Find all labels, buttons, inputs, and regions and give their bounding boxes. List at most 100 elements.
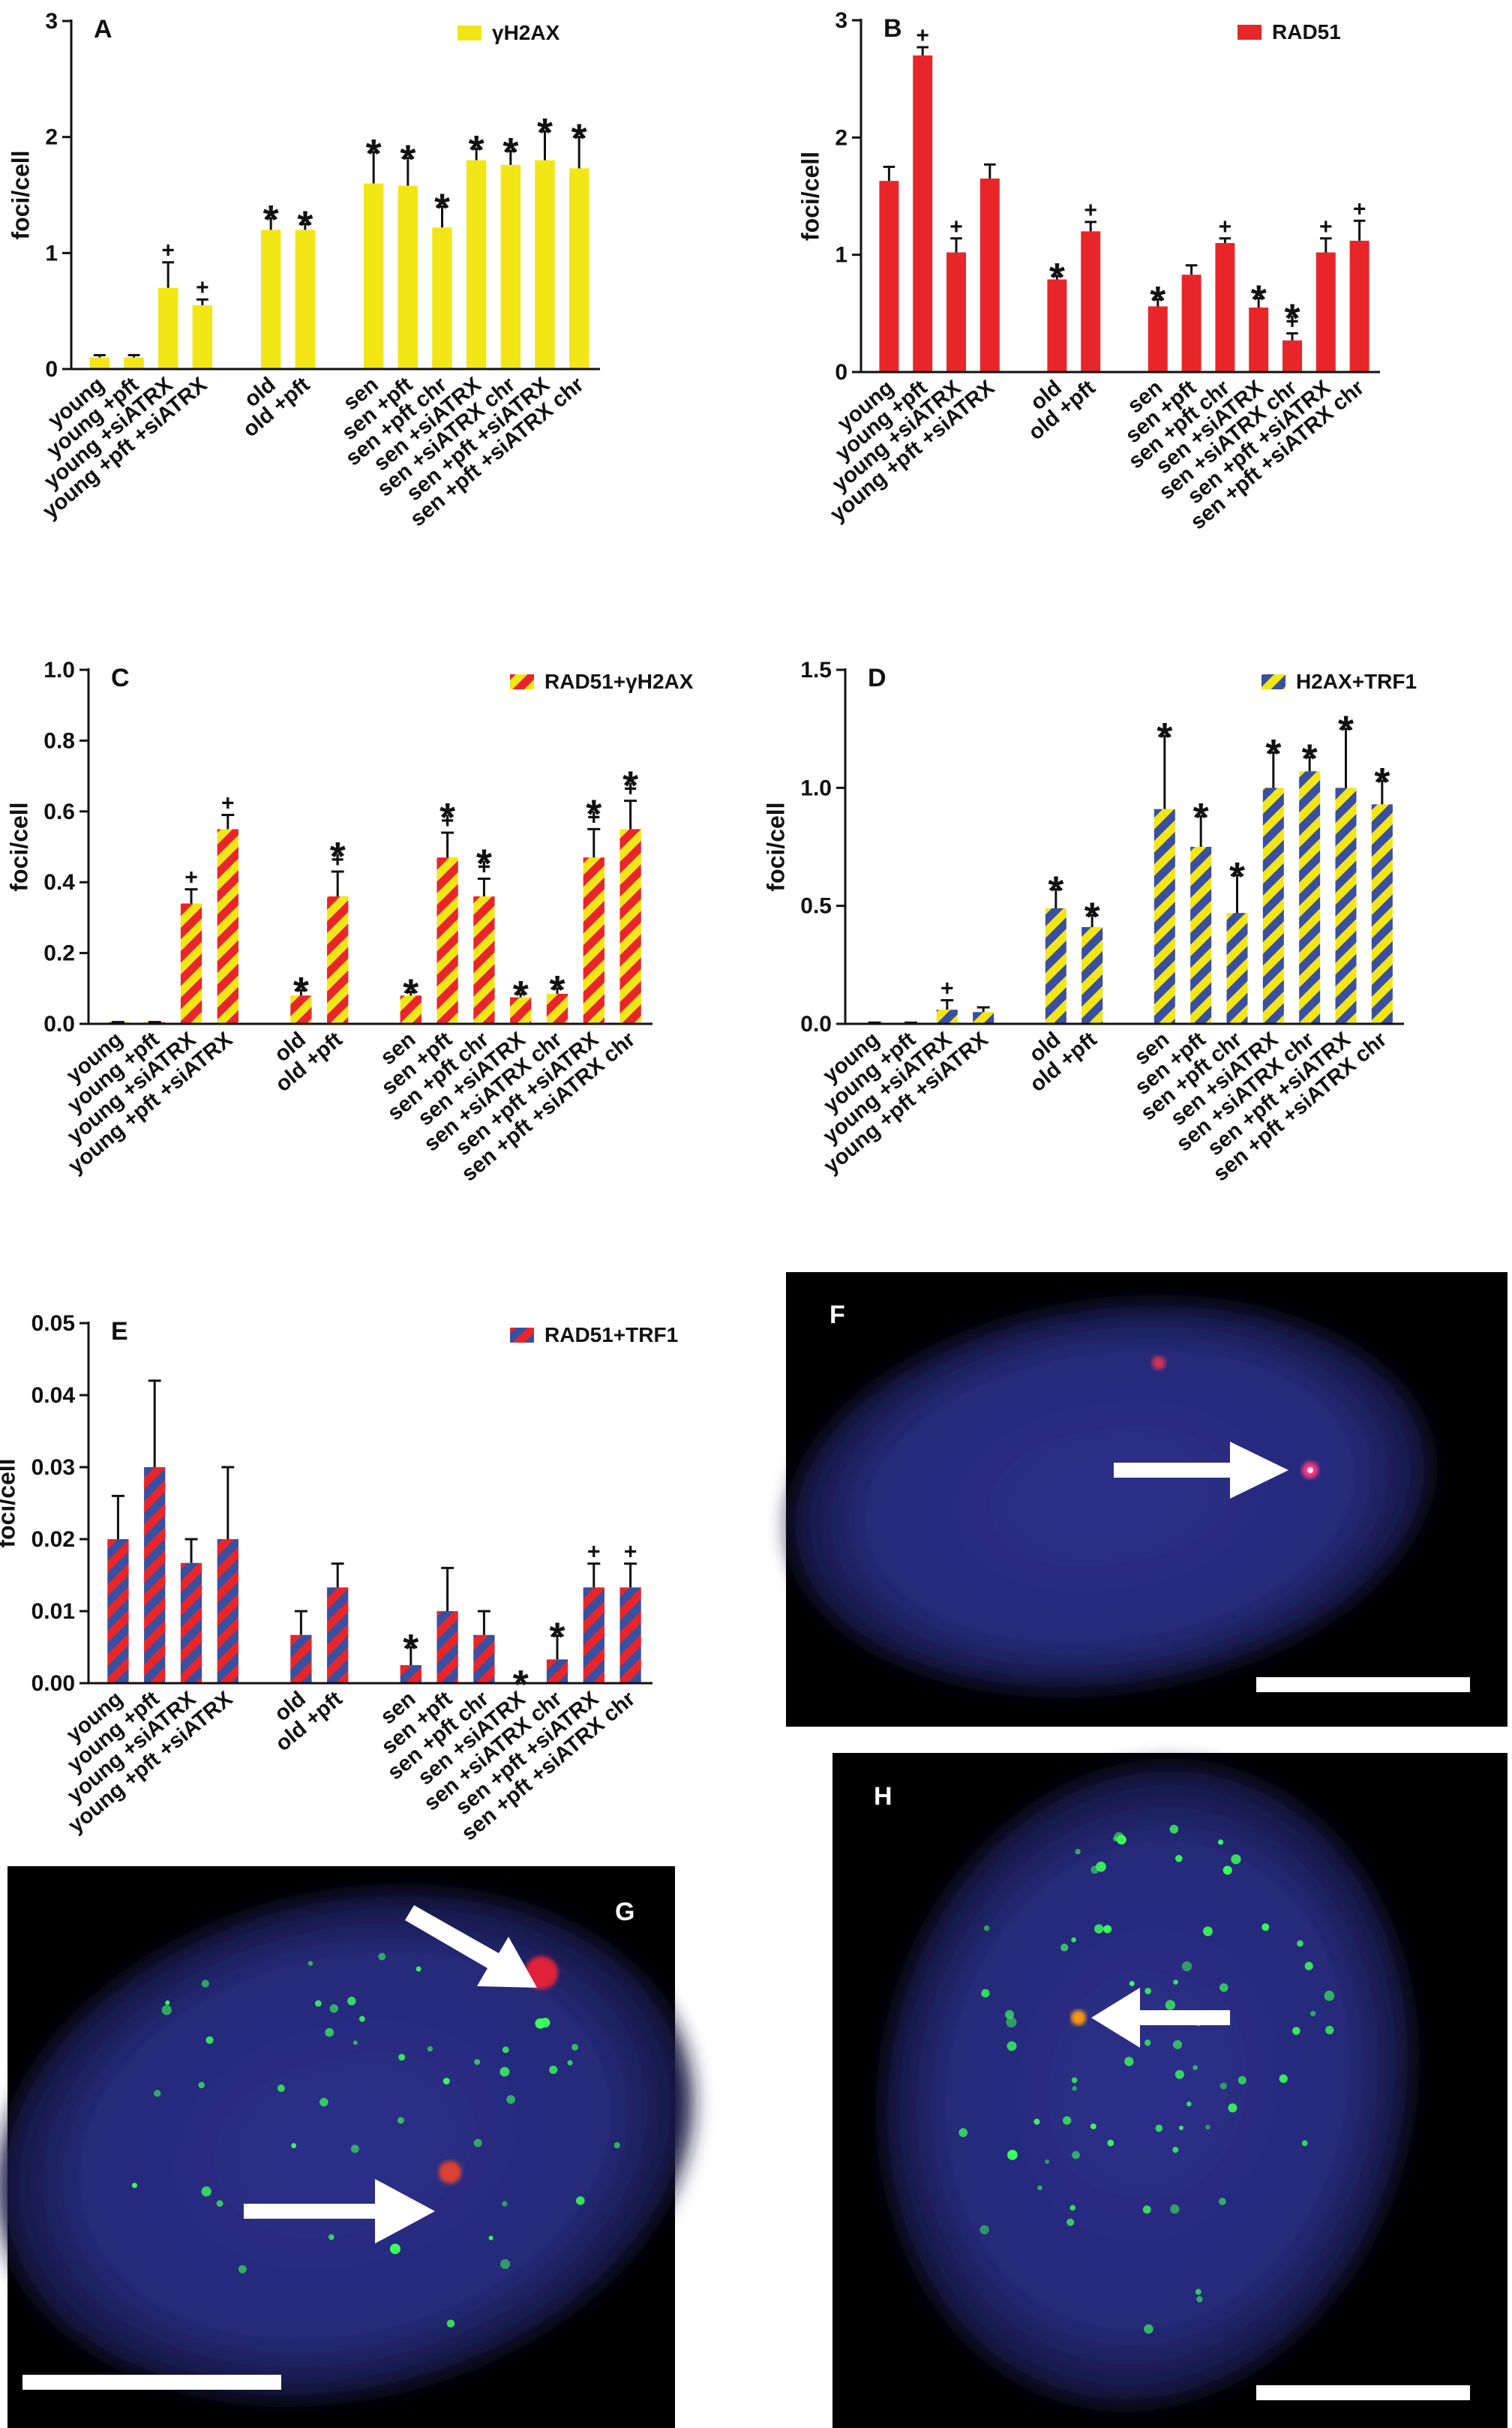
dot xyxy=(1172,2147,1179,2153)
dot xyxy=(1174,2069,1184,2079)
dot xyxy=(1202,1926,1213,1937)
bar xyxy=(1371,804,1393,1024)
dot xyxy=(980,2225,989,2234)
significance-marker: * xyxy=(549,1615,565,1660)
bar xyxy=(1181,275,1202,372)
dot xyxy=(549,2065,558,2075)
dot xyxy=(1196,2296,1203,2303)
scale-bar xyxy=(22,2375,281,2390)
y-tick-label: 1 xyxy=(45,241,58,266)
significance-marker: + xyxy=(161,239,175,263)
panel-label: G xyxy=(615,1898,634,1926)
y-tick-label: 0.04 xyxy=(32,1383,76,1408)
bar xyxy=(398,185,418,369)
significance-marker: + xyxy=(184,866,198,890)
bar xyxy=(400,1665,422,1683)
significance-marker: * xyxy=(1049,255,1065,300)
dot xyxy=(1155,2124,1163,2132)
dot xyxy=(575,2196,585,2205)
scale-bar xyxy=(1256,2385,1470,2400)
bar xyxy=(546,1659,568,1683)
dot xyxy=(397,2117,404,2124)
y-tick-label: 0.0 xyxy=(800,1012,832,1037)
y-tick-label: 1.0 xyxy=(800,776,832,800)
arrow xyxy=(405,1905,537,1988)
dot xyxy=(329,2003,339,2013)
y-tick-label: 0.6 xyxy=(44,800,75,824)
significance-marker: * xyxy=(1284,296,1300,341)
significance-marker: * xyxy=(1193,795,1209,840)
dot xyxy=(502,2046,509,2054)
bar xyxy=(144,1467,166,1683)
dot xyxy=(1324,1991,1335,2001)
panel-label: F xyxy=(830,1301,845,1329)
significance-marker: * xyxy=(366,131,382,176)
dot xyxy=(1114,1832,1124,1842)
dot xyxy=(198,2081,206,2089)
significance-marker: + xyxy=(331,848,344,872)
significance-marker: + xyxy=(441,809,454,833)
significance-marker: * xyxy=(469,128,484,173)
dot xyxy=(1218,2198,1226,2205)
y-tick-label: 0.00 xyxy=(32,1671,75,1696)
dot xyxy=(277,2084,285,2093)
bar xyxy=(1081,231,1101,372)
bar xyxy=(107,1539,129,1683)
panel-label: H xyxy=(874,1782,892,1811)
bar xyxy=(879,181,899,372)
bar xyxy=(583,1587,604,1683)
bar xyxy=(473,896,495,1024)
bar xyxy=(1349,240,1370,372)
bar xyxy=(436,857,458,1024)
dot xyxy=(1094,1924,1104,1934)
y-tick-label: 0.5 xyxy=(800,894,832,919)
bar xyxy=(1249,308,1269,372)
significance-marker: + xyxy=(1084,198,1097,223)
telomere-dots xyxy=(131,1952,620,2327)
dot xyxy=(981,1988,990,1998)
bar xyxy=(1190,847,1212,1024)
dot xyxy=(1186,2101,1192,2107)
significance-marker: + xyxy=(1319,215,1333,239)
significance-marker: + xyxy=(587,805,601,830)
dot xyxy=(500,2258,511,2270)
dot xyxy=(1060,1943,1069,1952)
y-axis-label: foci/cell xyxy=(7,150,34,239)
dot xyxy=(488,2235,494,2240)
significance-marker: * xyxy=(513,1662,529,1707)
legend-label: H2AX+TRF1 xyxy=(1296,670,1417,693)
significance-marker: * xyxy=(293,969,309,1014)
y-axis-label: foci/cell xyxy=(5,802,32,891)
dot xyxy=(1173,1979,1178,1985)
dot xyxy=(1231,1854,1241,1865)
significance-marker: * xyxy=(622,764,638,809)
bar xyxy=(1299,771,1321,1024)
significance-marker: * xyxy=(400,137,416,182)
dot xyxy=(427,2045,434,2052)
bar xyxy=(1262,788,1284,1024)
dot xyxy=(350,2144,359,2153)
image-h: H xyxy=(832,1753,1508,2428)
bar xyxy=(158,287,178,369)
dot xyxy=(1217,1839,1224,1845)
x-tick-label: old +pft xyxy=(238,373,315,443)
bar xyxy=(217,829,238,1024)
focus xyxy=(1152,1356,1166,1370)
dot xyxy=(131,2182,138,2189)
arrow xyxy=(1091,1988,1230,2048)
bar xyxy=(192,305,213,369)
nucleus xyxy=(789,1301,1431,1691)
dot xyxy=(958,2128,968,2138)
bar xyxy=(913,55,933,373)
dot xyxy=(1066,2218,1075,2226)
dot xyxy=(442,2078,450,2085)
bar xyxy=(466,160,487,369)
bar xyxy=(260,230,281,369)
dot xyxy=(1045,2159,1050,2164)
dot xyxy=(1173,2039,1183,2049)
dot xyxy=(1310,2010,1316,2017)
bar xyxy=(973,1012,994,1024)
bar xyxy=(180,1562,202,1683)
significance-marker: * xyxy=(1156,715,1172,760)
significance-marker: + xyxy=(1286,309,1299,334)
